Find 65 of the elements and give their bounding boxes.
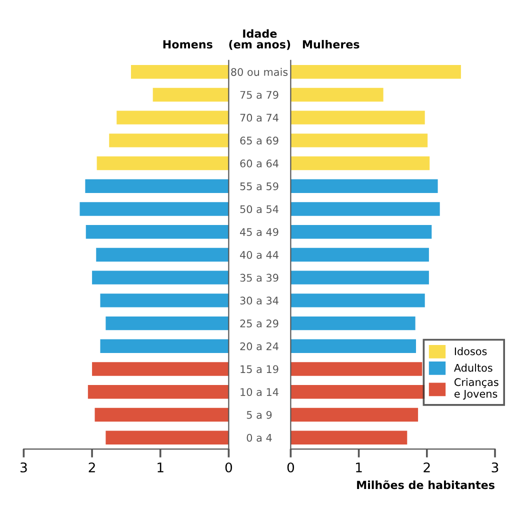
bar xyxy=(290,294,425,308)
bar xyxy=(85,179,229,193)
bar xyxy=(290,88,384,102)
legend-label: Idosos xyxy=(454,347,487,356)
y-tick-label: 60 a 64 xyxy=(240,160,278,168)
y-tick-label: 80 ou mais xyxy=(231,68,288,76)
y-tick-label: 20 a 24 xyxy=(240,342,278,350)
legend-label: Crianças e Jovens xyxy=(454,378,498,400)
y-tick-label: 40 a 44 xyxy=(240,250,278,259)
x-tick-label: 3 xyxy=(20,462,27,472)
bar xyxy=(290,316,416,330)
bar xyxy=(86,225,229,239)
bar xyxy=(116,110,229,124)
x-tick-label: 2 xyxy=(88,462,95,472)
bar xyxy=(290,385,425,399)
y-tick-label: 45 a 49 xyxy=(240,228,278,236)
chart-title: Mulheres xyxy=(302,40,360,49)
bar xyxy=(290,64,461,79)
y-tick-label: 50 a 54 xyxy=(240,205,278,214)
bar xyxy=(80,202,229,216)
y-tick-label: 70 a 74 xyxy=(240,114,278,122)
y-tick-label: 30 a 34 xyxy=(240,296,278,305)
bar xyxy=(290,134,428,148)
y-tick-label: 15 a 19 xyxy=(240,365,278,374)
bar xyxy=(152,88,229,102)
bar xyxy=(106,430,229,444)
bar xyxy=(290,339,416,354)
x-tick-label: 0 xyxy=(225,462,232,472)
bar xyxy=(100,294,229,308)
bar xyxy=(100,339,229,354)
bar xyxy=(290,179,438,193)
y-tick-label: 25 a 29 xyxy=(240,320,278,328)
y-tick-label: 65 a 69 xyxy=(240,136,278,145)
x-tick-label: 2 xyxy=(424,462,430,472)
chart-title: Homens xyxy=(163,40,212,49)
x-tick-label: 0 xyxy=(287,462,294,472)
bar xyxy=(290,248,429,262)
bar xyxy=(106,316,229,330)
bar xyxy=(92,362,229,376)
bar xyxy=(92,270,229,284)
legend-label: Adultos xyxy=(454,364,492,372)
bar xyxy=(290,110,425,124)
bar xyxy=(290,270,429,284)
bar xyxy=(88,385,229,399)
bar xyxy=(290,156,430,170)
bar xyxy=(290,202,440,216)
y-tick-label: 5 a 9 xyxy=(246,410,272,419)
y-tick-label: 0 a 4 xyxy=(246,434,272,442)
bar xyxy=(290,225,432,239)
bar xyxy=(109,134,229,148)
bar xyxy=(94,408,229,422)
bar xyxy=(96,248,229,262)
y-tick-label: 10 a 14 xyxy=(240,388,278,396)
y-tick-label: 55 a 59 xyxy=(240,182,278,190)
y-tick-label: 35 a 39 xyxy=(240,274,278,282)
y-axis-title: Idade (em anos) xyxy=(229,29,290,50)
x-tick-label: 1 xyxy=(356,462,362,472)
x-axis-title: Milhões de habitantes xyxy=(357,480,494,490)
bar xyxy=(290,362,422,376)
bar xyxy=(96,156,229,170)
bar xyxy=(290,430,408,444)
y-tick-label: 75 a 79 xyxy=(240,90,278,99)
x-tick-label: 1 xyxy=(158,462,164,472)
x-tick-label: 3 xyxy=(492,462,498,472)
bar xyxy=(290,408,418,422)
